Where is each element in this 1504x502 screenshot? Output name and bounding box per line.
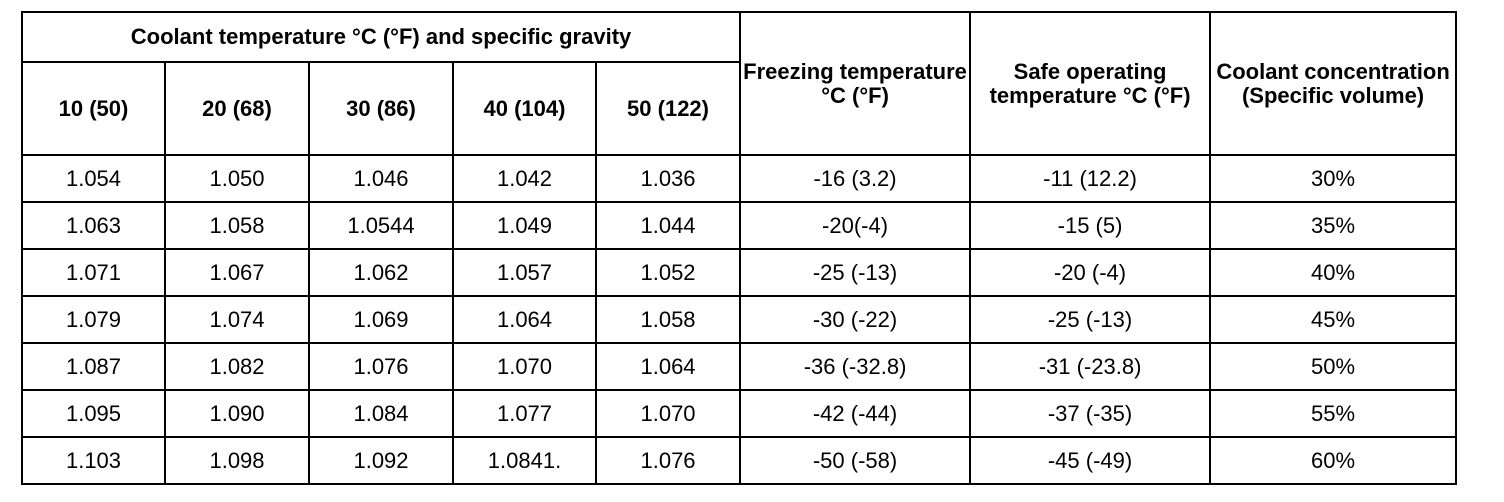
temperature-column-header: 40 (104): [452, 61, 597, 156]
safe-operating-temperature-cell: -11 (12.2): [969, 154, 1212, 203]
specific-gravity-cell: 1.049: [452, 201, 597, 250]
safe-operating-temperature-header: Safe operating temperature °C (°F): [969, 11, 1212, 156]
specific-gravity-cell: 1.074: [164, 295, 310, 344]
freezing-temperature-cell: -42 (-44): [739, 389, 972, 438]
specific-gravity-cell: 1.046: [308, 154, 454, 203]
safe-operating-temperature-cell: -45 (-49): [969, 436, 1212, 485]
specific-gravity-cell: 1.054: [21, 154, 166, 203]
temperature-column-header: 10 (50): [21, 61, 166, 156]
header-row-temperatures: 10 (50) 20 (68) 30 (86) 40 (104) 50 (122…: [21, 61, 1456, 156]
temperature-column-header: 20 (68): [164, 61, 310, 156]
table-row: 1.087 1.082 1.076 1.070 1.064 -36 (-32.8…: [21, 342, 1458, 391]
table-row: 1.095 1.090 1.084 1.077 1.070 -42 (-44) …: [21, 389, 1458, 438]
safe-operating-temperature-cell: -25 (-13): [969, 295, 1212, 344]
coolant-specific-gravity-table: Coolant temperature °C (°F) and specific…: [20, 11, 1458, 485]
specific-gravity-cell: 1.077: [452, 389, 597, 438]
freezing-temperature-header: Freezing temperature °C (°F): [739, 11, 972, 156]
table-row: 1.054 1.050 1.046 1.042 1.036 -16 (3.2) …: [21, 154, 1458, 203]
coolant-concentration-cell: 30%: [1209, 154, 1458, 203]
specific-gravity-cell: 1.070: [594, 389, 742, 438]
table-row: 1.063 1.058 1.0544 1.049 1.044 -20(-4) -…: [21, 201, 1458, 250]
specific-gravity-cell: 1.062: [308, 248, 454, 297]
coolant-concentration-cell: 40%: [1209, 248, 1458, 297]
specific-gravity-cell: 1.070: [452, 342, 597, 391]
specific-gravity-cell: 1.036: [594, 154, 742, 203]
freezing-temperature-cell: -20(-4): [739, 201, 972, 250]
safe-operating-temperature-cell: -15 (5): [969, 201, 1212, 250]
coolant-concentration-cell: 50%: [1209, 342, 1458, 391]
specific-gravity-cell: 1.052: [594, 248, 742, 297]
specific-gravity-cell: 1.057: [452, 248, 597, 297]
specific-gravity-cell: 1.095: [21, 389, 166, 438]
table-row: 1.103 1.098 1.092 1.0841. 1.076 -50 (-58…: [21, 436, 1458, 485]
coolant-concentration-cell: 60%: [1209, 436, 1458, 485]
table-row: 1.079 1.074 1.069 1.064 1.058 -30 (-22) …: [21, 295, 1458, 344]
specific-gravity-cell: 1.079: [21, 295, 166, 344]
specific-gravity-cell: 1.058: [594, 295, 742, 344]
specific-gravity-cell: 1.082: [164, 342, 310, 391]
specific-gravity-cell: 1.064: [452, 295, 597, 344]
specific-gravity-cell: 1.087: [21, 342, 166, 391]
freezing-temperature-cell: -30 (-22): [739, 295, 972, 344]
specific-gravity-cell: 1.090: [164, 389, 310, 438]
specific-gravity-cell: 1.064: [594, 342, 742, 391]
specific-gravity-cell: 1.103: [21, 436, 166, 485]
temperature-column-header: 30 (86): [308, 61, 454, 156]
header-row-group: Coolant temperature °C (°F) and specific…: [20, 11, 1458, 156]
temperature-column-header: 50 (122): [594, 61, 742, 156]
specific-gravity-cell: 1.084: [308, 389, 454, 438]
table-row: 1.071 1.067 1.062 1.057 1.052 -25 (-13) …: [21, 248, 1458, 297]
specific-gravity-cell: 1.050: [164, 154, 310, 203]
specific-gravity-cell: 1.058: [164, 201, 310, 250]
safe-operating-temperature-cell: -37 (-35): [969, 389, 1212, 438]
freezing-temperature-cell: -50 (-58): [739, 436, 972, 485]
specific-gravity-cell: 1.069: [308, 295, 454, 344]
specific-gravity-cell: 1.098: [164, 436, 310, 485]
specific-gravity-cell: 1.067: [164, 248, 310, 297]
specific-gravity-cell: 1.0544: [308, 201, 454, 250]
specific-gravity-cell: 1.063: [21, 201, 166, 250]
coolant-concentration-cell: 45%: [1209, 295, 1458, 344]
coolant-temperature-group-header: Coolant temperature °C (°F) and specific…: [20, 11, 742, 63]
coolant-concentration-cell: 55%: [1209, 389, 1458, 438]
specific-gravity-cell: 1.0841.: [452, 436, 597, 485]
specific-gravity-cell: 1.092: [308, 436, 454, 485]
specific-gravity-cell: 1.076: [594, 436, 742, 485]
safe-operating-temperature-cell: -20 (-4): [969, 248, 1212, 297]
specific-gravity-cell: 1.044: [594, 201, 742, 250]
specific-gravity-cell: 1.071: [21, 248, 166, 297]
freezing-temperature-cell: -25 (-13): [739, 248, 972, 297]
specific-gravity-cell: 1.076: [308, 342, 454, 391]
freezing-temperature-cell: -36 (-32.8): [739, 342, 972, 391]
coolant-concentration-header: Coolant concentration (Specific volume): [1209, 11, 1458, 156]
freezing-temperature-cell: -16 (3.2): [739, 154, 972, 203]
coolant-concentration-cell: 35%: [1209, 201, 1458, 250]
specific-gravity-cell: 1.042: [452, 154, 597, 203]
safe-operating-temperature-cell: -31 (-23.8): [969, 342, 1212, 391]
